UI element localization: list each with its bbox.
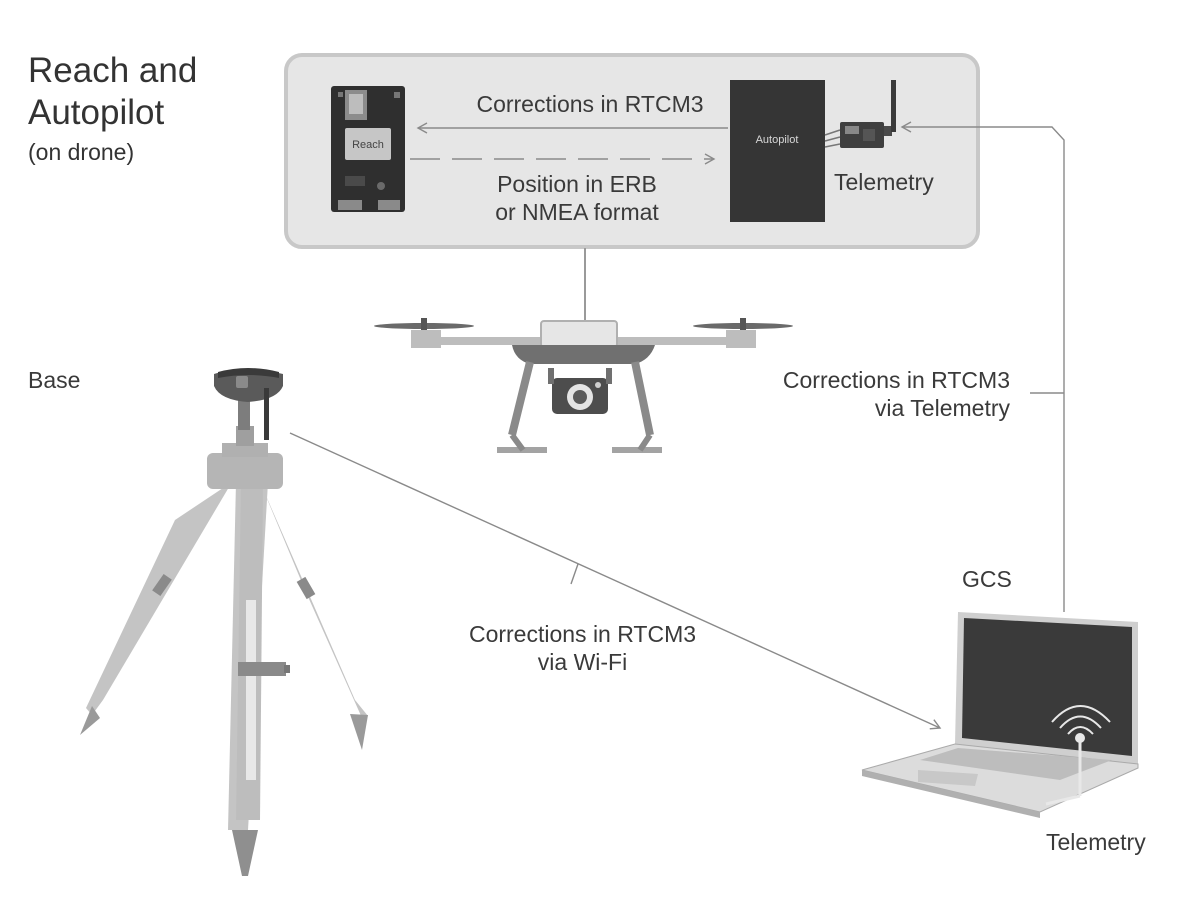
telemetry-link-line [900,121,1065,612]
rtcm-top-label: Corrections in RTCM3 [476,91,704,117]
telemetry-top-label: Telemetry [834,169,934,195]
wifi-link-line [289,432,942,730]
wifi-icon [1051,705,1111,743]
rtcm-wifi-line-1: Corrections in RTCM3 [468,621,697,647]
position-label-line-1: Position in ERB [497,171,657,197]
position-label-line-2: or NMEA format [495,199,659,225]
position-label: Position in ERB or NMEA format [457,170,697,226]
autopilot-box-label: Autopilot [756,134,799,146]
rtcm-telemetry-line-2: via Telemetry [874,395,1010,421]
reach-board-label: Reach [352,139,384,151]
title-line-2: Autopilot [28,93,165,132]
base-tripod [80,400,368,876]
gcs-label: GCS [962,566,1012,592]
base-receiver [214,368,283,440]
rtcm-wifi-line-2: via Wi-Fi [537,649,628,675]
drone [374,318,793,453]
title-line-1: Reach and [28,51,198,90]
reach-board [331,86,405,212]
telemetry-bottom-label: Telemetry [1046,829,1146,855]
wifi-label-tick [570,563,579,585]
rtcm-telemetry-label: Corrections in RTCM3 via Telemetry [740,366,1010,422]
rtcm-telemetry-line-1: Corrections in RTCM3 [782,367,1010,393]
gcs-laptop [861,612,1139,818]
diagram-subtitle: (on drone) [28,139,135,165]
diagram-title: Reach and Autopilot [28,50,197,134]
telemetry-module-drone [824,80,896,148]
base-label: Base [28,367,81,393]
autopilot-box [730,80,825,222]
rtcm-wifi-label: Corrections in RTCM3 via Wi-Fi [445,620,720,676]
